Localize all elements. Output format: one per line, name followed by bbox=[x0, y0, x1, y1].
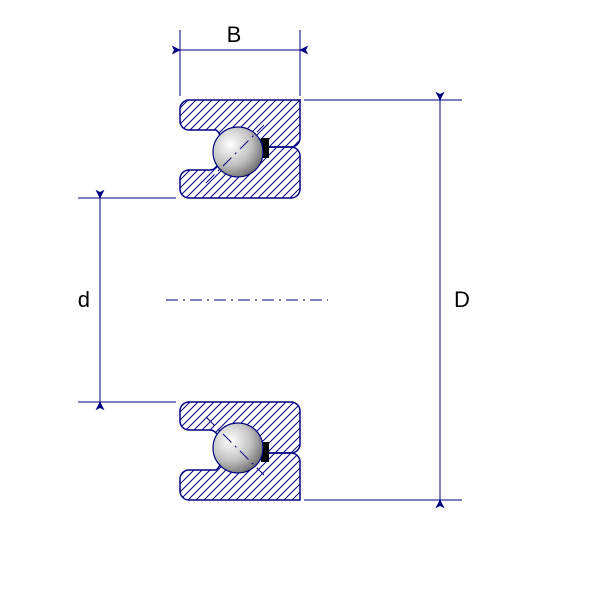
ball-top bbox=[213, 127, 263, 177]
ball-bottom bbox=[213, 423, 263, 473]
dim-D-label: D bbox=[454, 287, 470, 312]
dim-B-label: B bbox=[227, 22, 242, 47]
dimension-d: d bbox=[78, 198, 176, 402]
dimension-B: B bbox=[180, 22, 300, 96]
dim-d-label: d bbox=[78, 287, 90, 312]
bearing-cross-section-diagram: B d D bbox=[0, 0, 600, 600]
dimension-D: D bbox=[304, 100, 470, 500]
